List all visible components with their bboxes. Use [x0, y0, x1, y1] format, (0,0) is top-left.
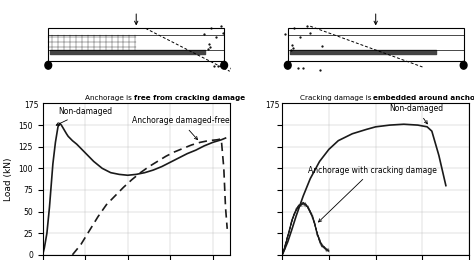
Text: Anchorage with cracking damage: Anchorage with cracking damage	[308, 166, 437, 222]
FancyBboxPatch shape	[48, 28, 224, 61]
Text: Anchorage damaged-free: Anchorage damaged-free	[132, 116, 229, 140]
FancyBboxPatch shape	[288, 28, 464, 61]
Circle shape	[221, 61, 228, 69]
Circle shape	[45, 61, 52, 69]
Text: Cracking damage is: Cracking damage is	[300, 95, 374, 101]
Text: Non-damaged: Non-damaged	[390, 104, 444, 124]
Text: 175: 175	[265, 101, 280, 110]
Text: 175: 175	[24, 101, 38, 110]
Text: embedded around anchor: embedded around anchor	[374, 95, 474, 101]
Circle shape	[284, 61, 291, 69]
Text: free from cracking damage: free from cracking damage	[134, 95, 245, 101]
Circle shape	[460, 61, 467, 69]
Text: Non-damaged: Non-damaged	[56, 107, 112, 125]
Text: Anchorage is: Anchorage is	[85, 95, 134, 101]
Y-axis label: Load (kN): Load (kN)	[4, 157, 13, 201]
